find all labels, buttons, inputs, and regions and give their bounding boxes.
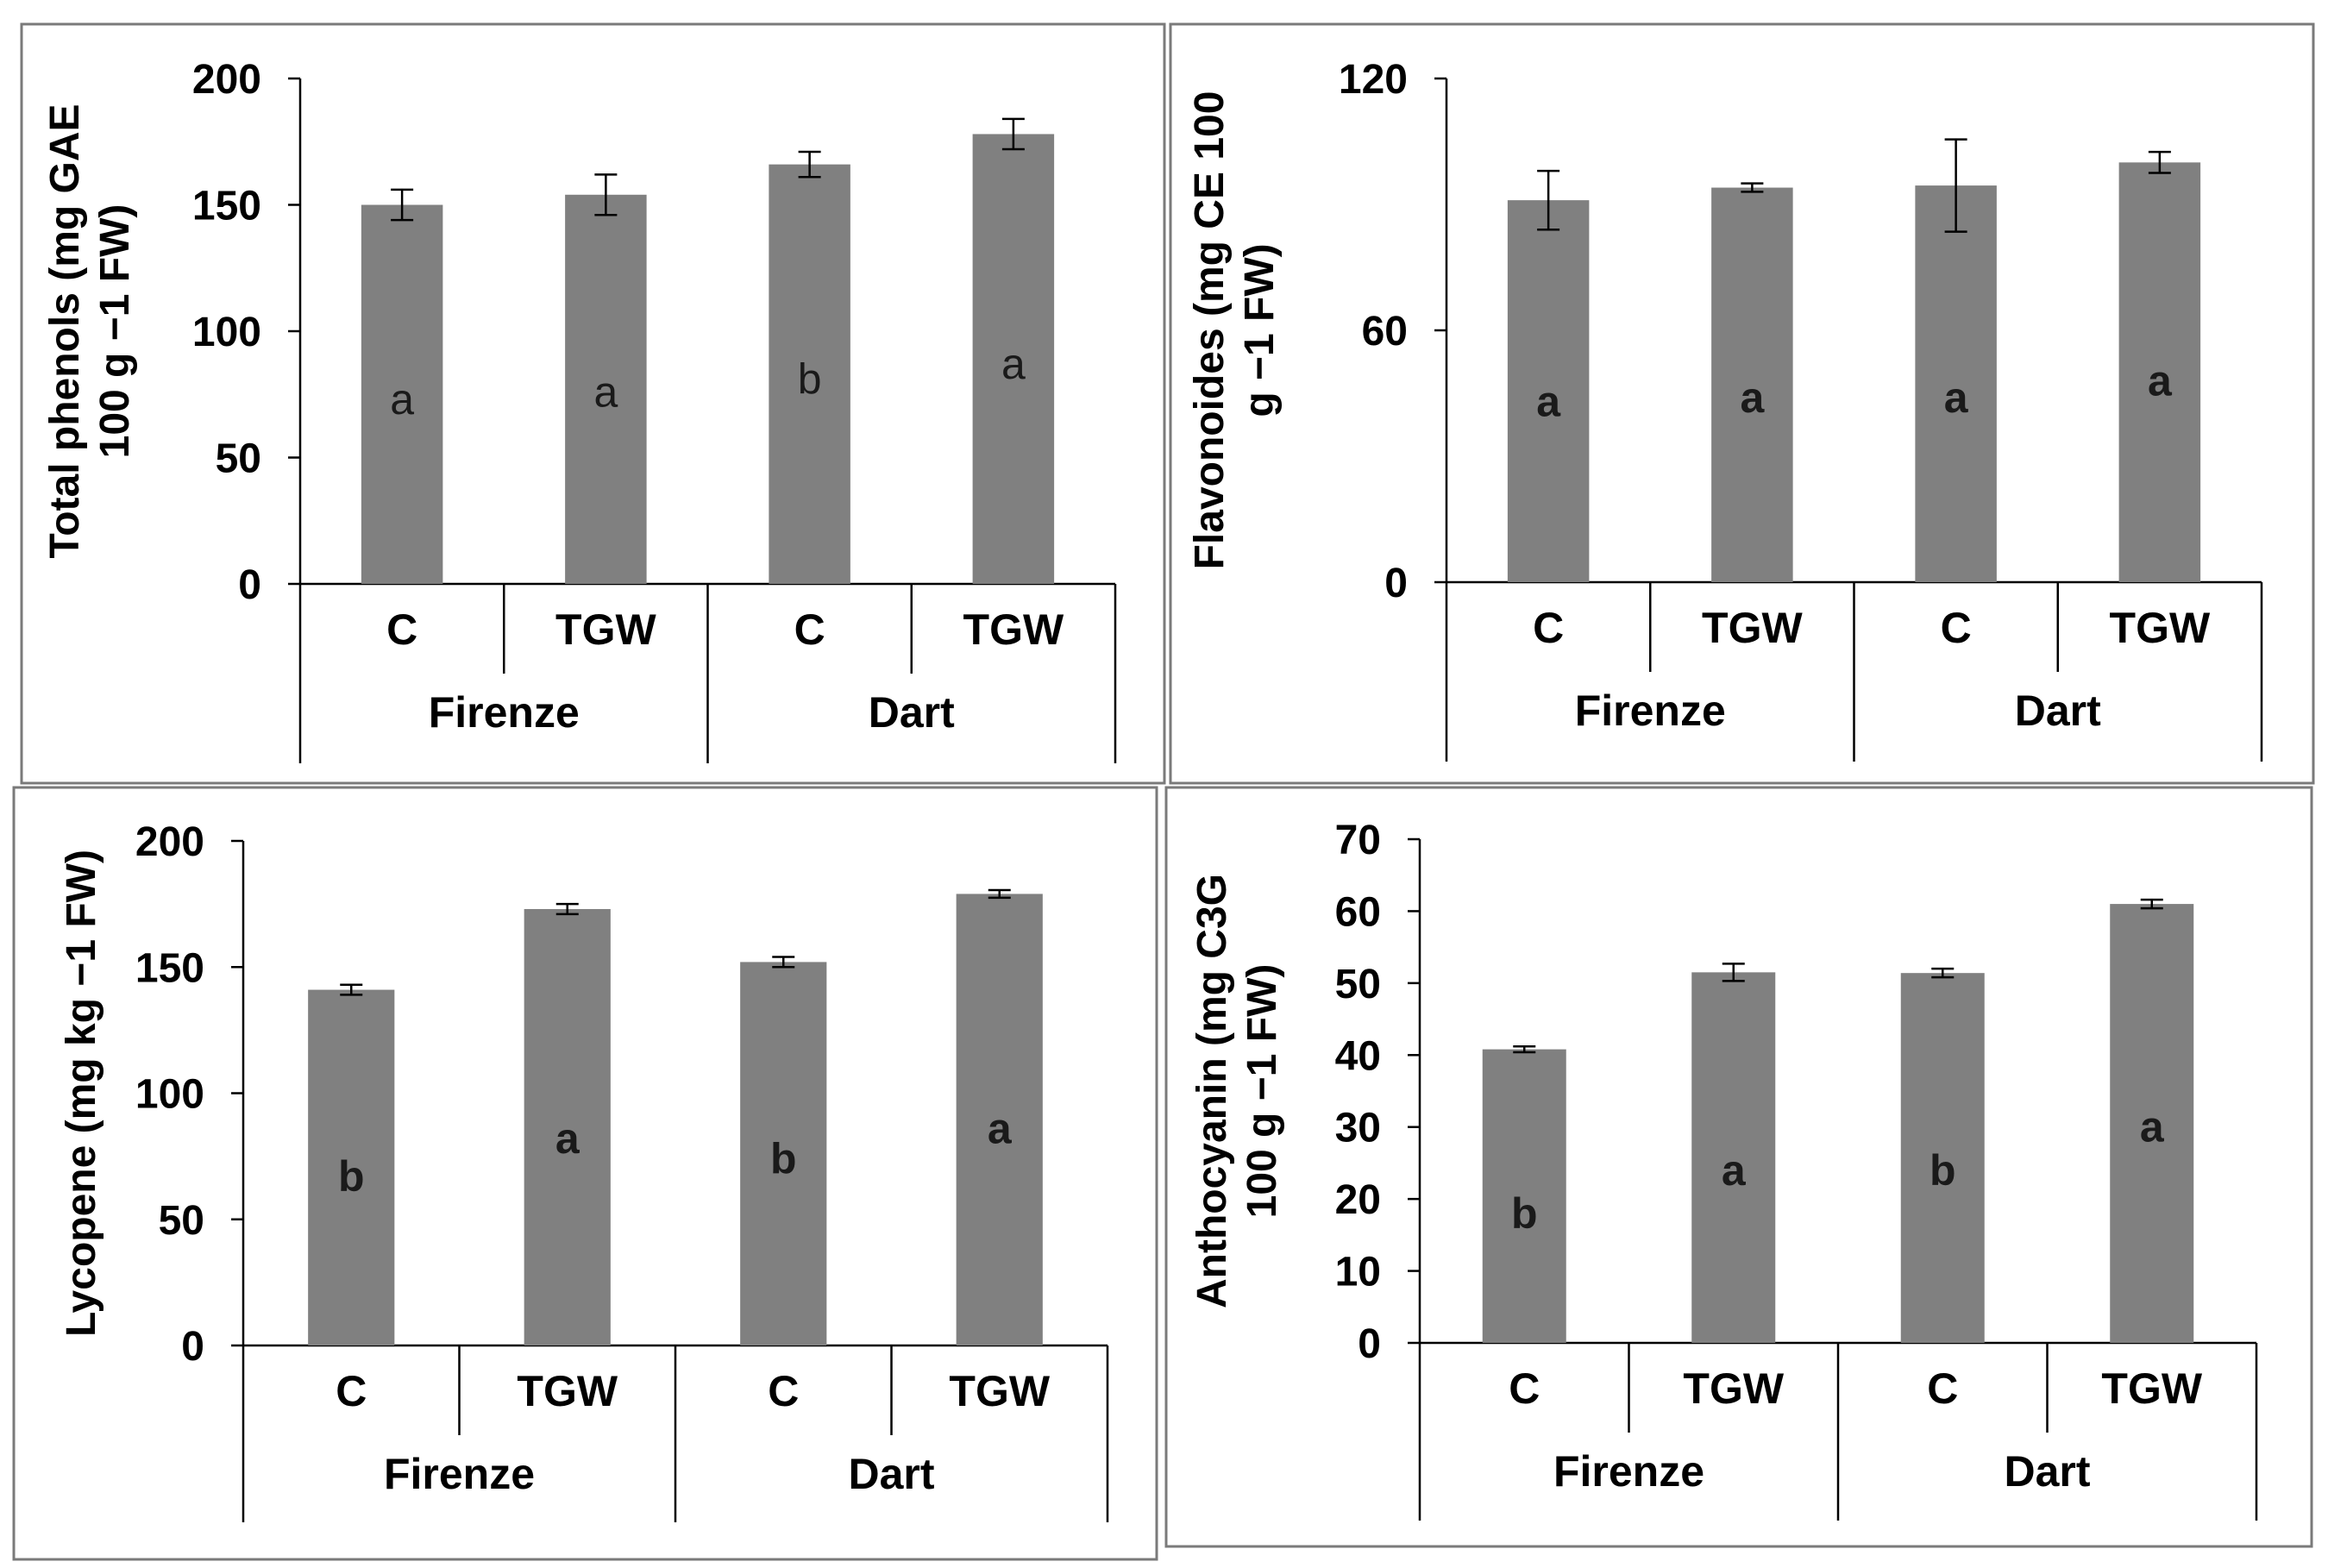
significance-letter: b bbox=[770, 1135, 797, 1183]
bar bbox=[524, 908, 611, 1345]
panel-total-phenols: 0 50 100 150 200 a Ca TGW b Ca TGW Firenze Dart Total… bbox=[20, 22, 1166, 785]
panel-flavonoides: 0 60 120 a Ca TGW a Ca TGW Firenze Dart Flavonoides… bbox=[1169, 22, 2315, 785]
group-label: Firenze bbox=[384, 1450, 535, 1498]
category-label: C bbox=[1927, 1364, 1958, 1413]
y-axis-label: Total phenols (mg GAE bbox=[42, 103, 88, 558]
panel-frame bbox=[12, 786, 1158, 1561]
y-tick-label: 50 bbox=[1335, 962, 1381, 1007]
y-axis-label: 100 g −1 FW) bbox=[1239, 964, 1285, 1219]
significance-letter: a bbox=[2140, 1103, 2165, 1151]
panel-frame bbox=[20, 22, 1166, 785]
category-label: C bbox=[386, 605, 417, 654]
y-tick-label: 20 bbox=[1335, 1177, 1381, 1223]
category-label: TGW bbox=[1683, 1364, 1784, 1413]
category-label: C bbox=[336, 1367, 367, 1415]
y-tick-label: 40 bbox=[1335, 1033, 1381, 1079]
y-tick-label: 70 bbox=[1335, 818, 1381, 863]
panel-anthocyanin: 0 10 20 30 40 50 60 70 b Ca TGW b Ca TGW Firenze Dart An… bbox=[1164, 786, 2313, 1548]
significance-letter: b bbox=[338, 1152, 365, 1201]
group-label: Firenze bbox=[1553, 1447, 1704, 1496]
bar bbox=[308, 989, 395, 1345]
category-label: C bbox=[1533, 604, 1564, 652]
group-label: Dart bbox=[2004, 1447, 2090, 1496]
bar bbox=[956, 894, 1043, 1345]
category-label: TGW bbox=[517, 1367, 618, 1415]
y-tick-label: 0 bbox=[181, 1324, 204, 1370]
significance-letter: b bbox=[1930, 1146, 1956, 1195]
significance-letter: a bbox=[1536, 378, 1561, 426]
significance-letter: a bbox=[2148, 356, 2173, 405]
category-label: TGW bbox=[555, 605, 656, 654]
significance-letter: a bbox=[390, 375, 414, 423]
y-tick-label: 200 bbox=[135, 819, 204, 865]
significance-letter: a bbox=[988, 1104, 1013, 1152]
category-label: C bbox=[1941, 604, 1972, 652]
bar bbox=[1507, 200, 1590, 582]
y-tick-label: 200 bbox=[192, 57, 261, 103]
bar bbox=[769, 164, 850, 584]
y-tick-label: 150 bbox=[192, 184, 261, 229]
bar bbox=[361, 204, 443, 584]
category-label: C bbox=[1509, 1364, 1540, 1413]
significance-letter: b bbox=[1511, 1189, 1538, 1238]
bar bbox=[1691, 972, 1776, 1343]
bar bbox=[740, 962, 827, 1345]
significance-letter: b bbox=[798, 355, 822, 404]
y-axis-label: Flavonoides (mg CE 100 bbox=[1187, 91, 1233, 570]
y-tick-label: 100 bbox=[135, 1072, 204, 1118]
group-label: Firenze bbox=[1575, 687, 1726, 735]
category-label: C bbox=[794, 605, 825, 654]
y-tick-label: 60 bbox=[1335, 889, 1381, 935]
y-tick-label: 60 bbox=[1362, 309, 1408, 354]
significance-letter: a bbox=[593, 367, 618, 416]
y-axis-label: Lycopene (mg kg −1 FW) bbox=[59, 850, 104, 1337]
significance-letter: a bbox=[1722, 1146, 1747, 1195]
panel-frame bbox=[1169, 22, 2315, 785]
bar bbox=[2118, 162, 2201, 583]
bar bbox=[972, 134, 1055, 584]
bar bbox=[2110, 904, 2194, 1343]
y-tick-label: 100 bbox=[192, 310, 261, 355]
bar bbox=[1711, 187, 1793, 583]
y-tick-label: 50 bbox=[216, 436, 261, 482]
panel-lycopene: 0 50 100 150 200 b Ca TGW b Ca TGW Firenze Dart Lycop… bbox=[12, 786, 1158, 1561]
y-tick-label: 30 bbox=[1335, 1106, 1381, 1151]
y-tick-label: 10 bbox=[1335, 1250, 1381, 1295]
category-label: TGW bbox=[2101, 1364, 2202, 1413]
bar bbox=[1900, 973, 1985, 1343]
y-tick-label: 150 bbox=[135, 945, 204, 991]
bar bbox=[1482, 1049, 1566, 1343]
category-label: C bbox=[768, 1367, 799, 1415]
y-tick-label: 0 bbox=[1384, 561, 1408, 606]
bar bbox=[565, 194, 647, 584]
significance-letter: a bbox=[555, 1114, 580, 1163]
y-tick-label: 0 bbox=[1358, 1321, 1381, 1367]
category-label: TGW bbox=[1702, 604, 1803, 652]
category-label: TGW bbox=[963, 605, 1064, 654]
y-tick-label: 120 bbox=[1339, 57, 1408, 103]
panel-frame bbox=[1164, 786, 2313, 1548]
bar bbox=[1915, 185, 1997, 582]
group-label: Dart bbox=[848, 1450, 934, 1498]
group-label: Dart bbox=[869, 688, 955, 737]
category-label: TGW bbox=[2110, 604, 2211, 652]
y-axis-label: g −1 FW) bbox=[1237, 243, 1283, 417]
group-label: Dart bbox=[2015, 687, 2101, 735]
group-label: Firenze bbox=[429, 688, 580, 737]
category-label: TGW bbox=[949, 1367, 1050, 1415]
y-axis-label: Anthocyanin (mg C3G bbox=[1189, 874, 1235, 1308]
y-tick-label: 50 bbox=[159, 1198, 204, 1244]
significance-letter: a bbox=[1001, 340, 1026, 388]
significance-letter: a bbox=[1944, 373, 1969, 422]
y-axis-label: 100 g −1 FW) bbox=[92, 204, 138, 459]
y-tick-label: 0 bbox=[238, 562, 261, 608]
significance-letter: a bbox=[1740, 373, 1765, 422]
